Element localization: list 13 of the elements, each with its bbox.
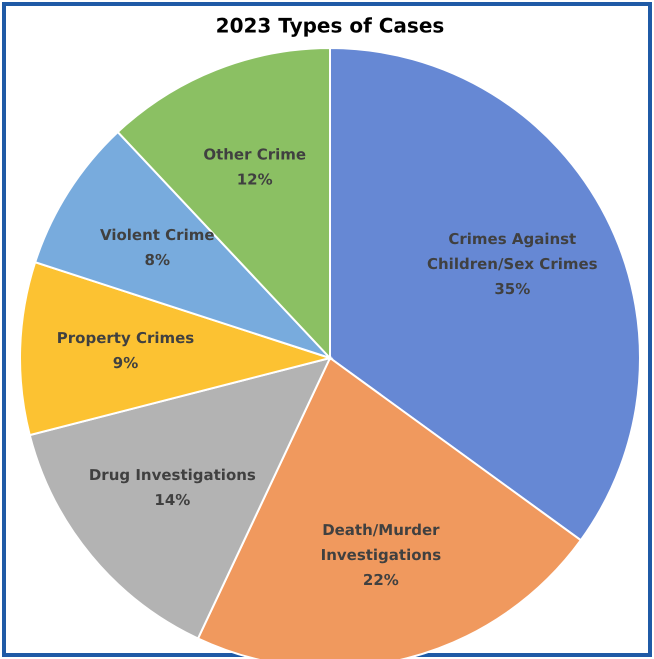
slice-label: Property Crimes — [56, 329, 194, 348]
data-label: 12% — [236, 170, 273, 188]
slice-label: Other Crime — [203, 145, 306, 164]
slice-label: Crimes Against Children/Sex Crimes — [427, 230, 598, 274]
chart-title: 2023 Types of Cases — [216, 13, 444, 38]
data-label: 8% — [144, 250, 170, 269]
data-label: 35% — [494, 280, 530, 298]
slice-label: Violent Crime — [100, 226, 215, 244]
data-label: 22% — [362, 571, 399, 590]
slice-label: Drug Investigations — [88, 466, 256, 484]
slice-label: Death/Murder Investigations — [320, 521, 442, 564]
data-label: 14% — [154, 491, 190, 510]
data-label: 9% — [112, 354, 138, 372]
